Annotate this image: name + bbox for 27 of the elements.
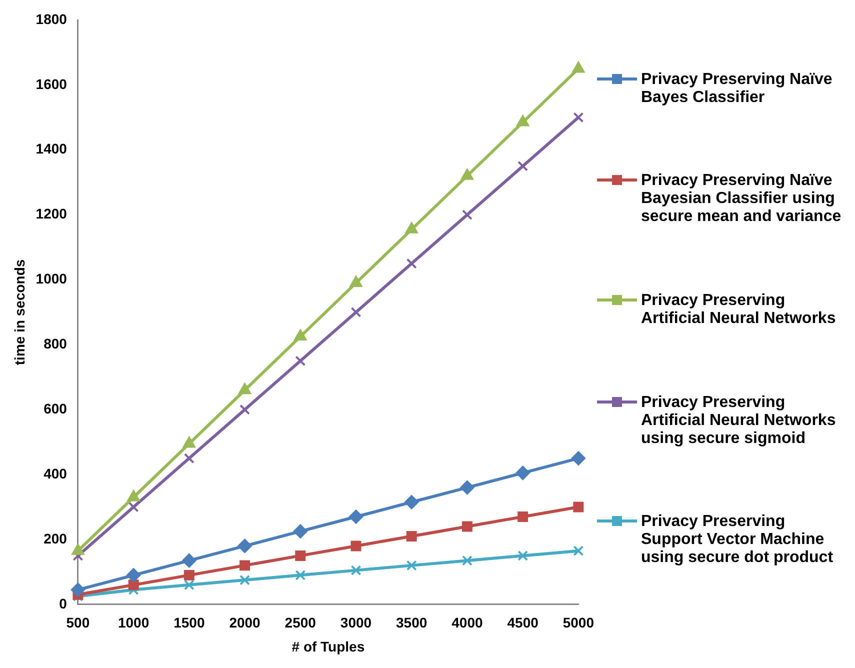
y-tick-label: 400 [44, 465, 68, 482]
legend-label: Privacy Preserving Naïve Bayes Classifier [641, 70, 834, 107]
y-axis-title: time in seconds [11, 259, 28, 366]
legend-label: Privacy Preserving Naïve Bayesian Classifier using secure mean and variance [641, 172, 842, 226]
x-tick-label: 5000 [562, 614, 594, 631]
x-tick-label: 1000 [118, 614, 150, 631]
y-tick-label: 0 [59, 595, 68, 612]
x-tick-label: 1500 [174, 614, 205, 631]
legend-label: Privacy Preserving Support Vector Machine using secure dot product [641, 513, 834, 568]
x-tick-label: 2000 [229, 614, 261, 631]
y-tick-label: 200 [44, 530, 68, 546]
x-tick-label: 2500 [284, 614, 316, 631]
x-tick-label: 4500 [507, 614, 539, 631]
x-tick-label: 500 [66, 614, 90, 631]
y-tick-label: 800 [44, 336, 68, 352]
y-tick-label: 1200 [36, 206, 68, 222]
y-tick-label: 600 [44, 400, 68, 416]
y-tick-label: 1600 [36, 76, 68, 92]
x-tick-label: 3500 [396, 614, 428, 631]
x-tick-label: 3000 [340, 614, 372, 631]
y-tick-label: 1000 [36, 270, 68, 287]
x-tick-label: 4000 [452, 614, 483, 631]
y-tick-label: 1800 [36, 10, 68, 27]
legend-label: Privacy Preserving Artificial Neural Networks [641, 292, 837, 328]
x-axis-title: # of Tuples [292, 638, 365, 654]
legend-label: Privacy Preserving Artificial Neural Networks using secure sigmoid [641, 394, 837, 448]
y-tick-label: 1400 [36, 140, 68, 157]
